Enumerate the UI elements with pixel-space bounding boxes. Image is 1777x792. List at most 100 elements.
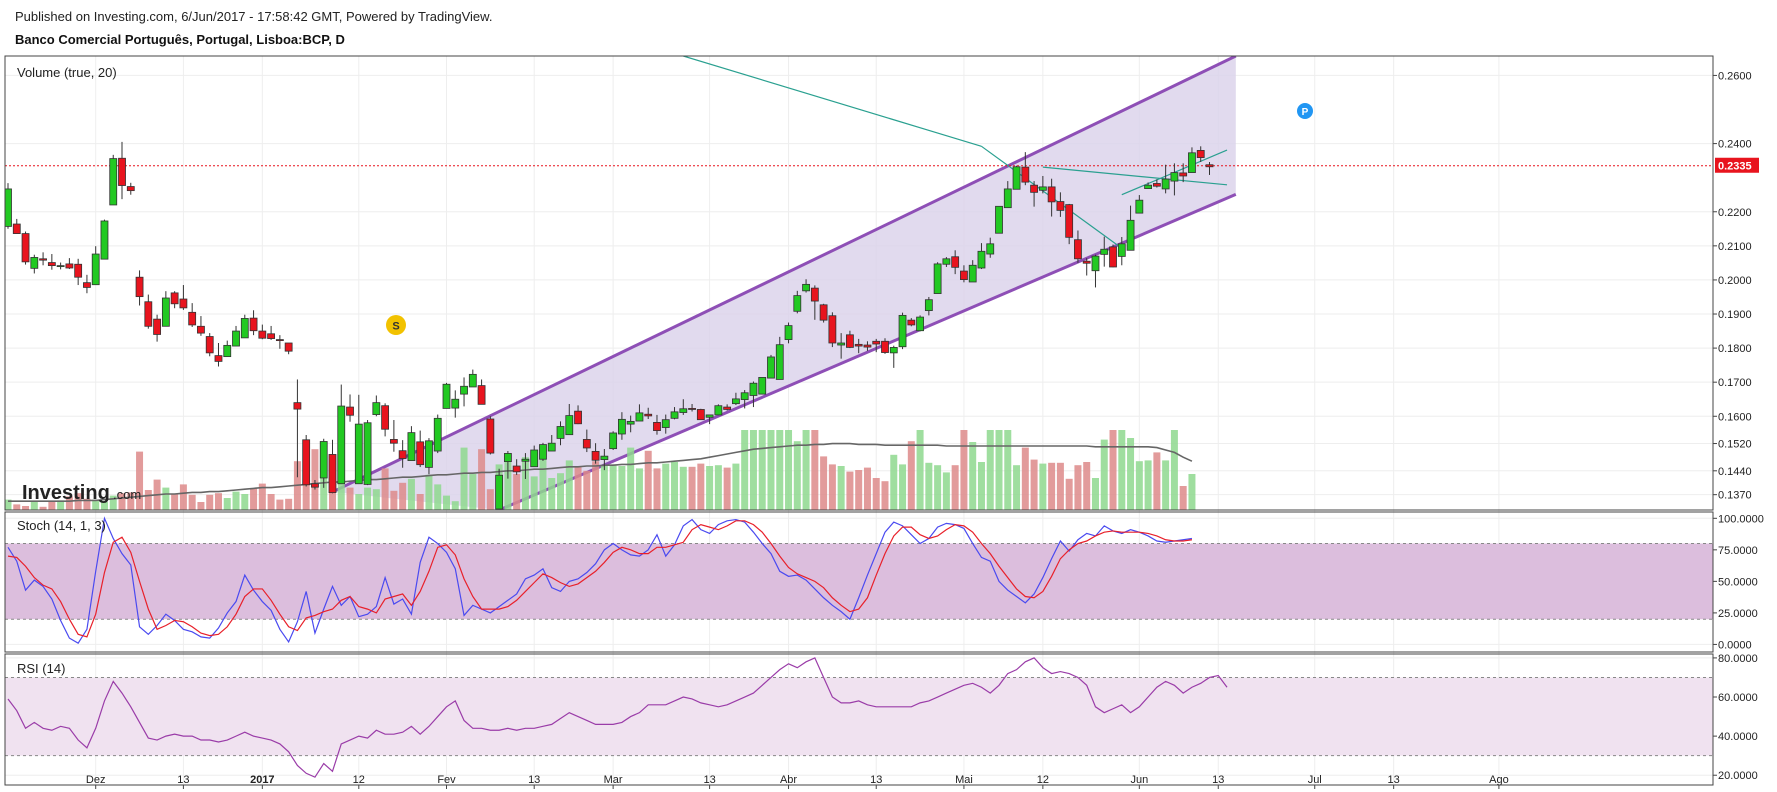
time-axis-label: Dez: [86, 774, 106, 786]
candle-body: [968, 264, 977, 283]
volume-bar: [171, 494, 179, 510]
volume-bar: [899, 464, 907, 510]
candle-up: [600, 448, 609, 471]
candle-body: [854, 343, 863, 347]
volume-bar: [425, 474, 433, 510]
candle-body: [126, 186, 135, 192]
volume-bar: [57, 500, 65, 510]
candle-body: [407, 432, 416, 461]
candle-body: [1030, 184, 1038, 193]
candle-body: [381, 405, 390, 430]
candle-down: [486, 416, 495, 455]
candle-body: [118, 157, 126, 186]
candle-up: [109, 154, 118, 206]
volume-bar: [250, 488, 258, 510]
volume-bar: [372, 489, 380, 510]
volume-bar: [258, 483, 266, 510]
candle-down: [810, 285, 819, 320]
candle-up: [1100, 236, 1109, 267]
volume-bar: [162, 487, 170, 510]
time-axis-label: 13: [528, 774, 540, 786]
candle-body: [442, 383, 451, 409]
candle-down: [1196, 146, 1205, 163]
time-axis-label: 13: [703, 774, 715, 786]
candle-up: [793, 290, 802, 314]
candle-body: [539, 444, 547, 460]
volume-bar: [863, 467, 871, 510]
candle-body: [618, 418, 626, 435]
candle-down: [188, 303, 197, 327]
candle-up: [1126, 205, 1135, 251]
candle-down: [302, 435, 311, 487]
volume-bar: [223, 498, 231, 510]
volume-bar: [714, 465, 722, 510]
candle-up: [740, 390, 749, 409]
time-axis-label: 13: [1212, 774, 1224, 786]
candle-body: [653, 422, 661, 431]
candle-up: [661, 414, 670, 434]
candle-down: [1056, 192, 1065, 217]
candle-up: [1135, 195, 1144, 214]
candle-down: [653, 414, 661, 435]
candle-body: [21, 233, 30, 263]
time-axis-label: 12: [353, 774, 365, 786]
volume-bar: [890, 454, 898, 510]
candle-body: [889, 347, 898, 354]
candle-up: [924, 296, 933, 316]
candle-up: [1170, 163, 1179, 196]
volume-bar: [986, 430, 994, 510]
volume-bar: [302, 464, 310, 510]
candle-body: [1126, 219, 1135, 251]
volume-bar: [1021, 447, 1029, 510]
volume-bar: [635, 468, 643, 510]
volume-bar: [872, 478, 880, 510]
volume-bar: [214, 493, 222, 510]
candle-body: [1012, 166, 1021, 190]
price-axis-label: 0.2600: [1718, 70, 1752, 82]
candle-down: [398, 440, 407, 468]
candle-body: [346, 406, 354, 416]
stoch-pane: [5, 516, 1713, 644]
candle-body: [635, 412, 644, 422]
candle-body: [609, 432, 618, 450]
candle-body: [784, 325, 793, 340]
candle-body: [311, 483, 319, 488]
volume-bar: [758, 430, 766, 510]
candle-body: [977, 250, 986, 269]
candle-up: [503, 451, 512, 479]
candle-down: [960, 265, 968, 283]
time-axis-label: 2017: [250, 774, 274, 786]
candle-up: [767, 354, 775, 379]
candle-up: [100, 219, 109, 260]
volume-bar: [837, 466, 845, 510]
candle-down: [284, 342, 293, 355]
candle-down: [293, 379, 302, 478]
volume-bar: [486, 489, 494, 510]
rsi-axis-label: 80.0000: [1718, 653, 1758, 665]
candle-up: [889, 345, 898, 368]
volume-bar: [855, 470, 863, 510]
candle-down: [74, 258, 83, 286]
time-axis-label: Jun: [1130, 774, 1148, 786]
candle-body: [837, 342, 846, 346]
candle-body: [328, 454, 337, 494]
volume-bar: [1162, 460, 1170, 510]
published-caption: Published on Investing.com, 6/Jun/2017 -…: [15, 9, 493, 24]
volume-bar: [13, 504, 21, 510]
volume-bar: [206, 494, 214, 510]
price-axis-label: 0.1900: [1718, 309, 1752, 321]
candle-down: [249, 310, 258, 336]
candle-up: [933, 262, 942, 294]
volume-bar: [30, 501, 38, 510]
time-axis-label: 13: [177, 774, 189, 786]
volume-bar: [1004, 430, 1012, 510]
volume-bar: [565, 460, 573, 510]
candle-body: [512, 465, 521, 473]
candle-body: [661, 419, 670, 428]
candle-up: [30, 254, 39, 274]
candle-up: [363, 420, 372, 486]
candle-down: [574, 405, 582, 425]
candle-body: [56, 265, 65, 268]
candle-body: [810, 287, 819, 302]
